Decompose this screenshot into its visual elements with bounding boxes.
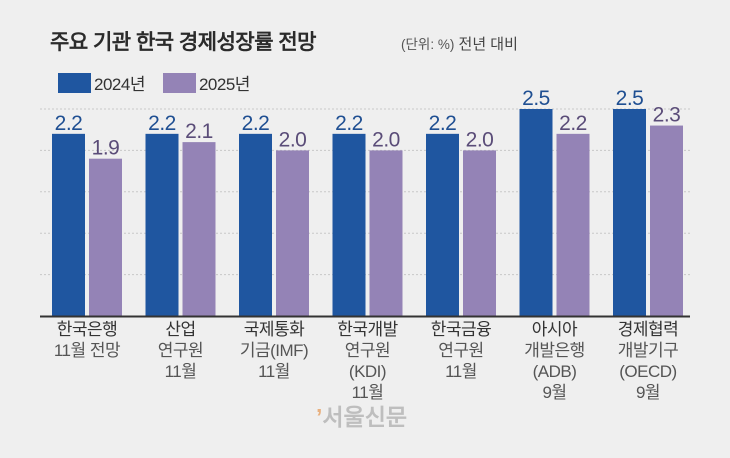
bar-2025-3 bbox=[369, 150, 403, 316]
value-label-2025-2: 2.0 bbox=[279, 128, 307, 151]
legend-swatch-2024 bbox=[58, 72, 91, 93]
x-tick-label-line: 9월 bbox=[635, 383, 661, 402]
value-label-2025-0: 1.9 bbox=[92, 137, 120, 160]
comparison-basis: 전년 대비 bbox=[458, 36, 518, 53]
value-label-2025-6: 2.3 bbox=[653, 104, 681, 127]
x-tick-label-line: 산업 bbox=[165, 320, 196, 339]
x-tick-label-line: (ADB) bbox=[532, 362, 577, 381]
bar-2025-0 bbox=[89, 158, 122, 316]
x-tick-label-line: 한국개발 bbox=[337, 320, 398, 339]
unit-note: (단위: %) 전년 대비 bbox=[401, 33, 518, 54]
legend-label-2025: 2025년 bbox=[198, 75, 250, 94]
x-tick-label-line: 11월 bbox=[258, 362, 290, 381]
x-tick-label-line: 9월 bbox=[542, 383, 567, 402]
value-label-2025-1: 2.1 bbox=[185, 120, 213, 143]
x-tick-label-line: 11월 bbox=[445, 362, 477, 381]
legend-item-2024: 2024년 bbox=[58, 70, 145, 95]
legend-item-2025: 2025년 bbox=[162, 70, 250, 95]
value-label-2024-0: 2.2 bbox=[55, 112, 83, 135]
x-tick-label-line: 연구원 bbox=[438, 341, 484, 360]
bar-2024-6 bbox=[613, 109, 646, 316]
legend: 2024년 2025년 bbox=[58, 70, 268, 95]
x-tick-label-line: 국제통화 bbox=[243, 320, 305, 339]
bar-2025-6 bbox=[650, 125, 683, 316]
x-tick-label-line: 경제협력 bbox=[617, 320, 679, 339]
x-tick-label-line: 연구원 bbox=[344, 341, 391, 360]
bar-2024-2 bbox=[239, 133, 272, 316]
bar-2024-1 bbox=[145, 133, 179, 316]
value-label-2024-1: 2.2 bbox=[148, 112, 176, 135]
legend-label-2024: 2024년 bbox=[94, 75, 145, 94]
x-tick-label-line: 11월 bbox=[351, 383, 384, 402]
x-tick-label-line: (KDI) bbox=[348, 362, 387, 381]
value-label-2024-5: 2.5 bbox=[522, 87, 550, 110]
value-label-2025-5: 2.2 bbox=[559, 112, 587, 135]
bar-2024-4 bbox=[426, 133, 459, 316]
chart-title: 주요 기관 한국 경제성장률 전망 bbox=[50, 31, 317, 54]
watermark-text: 서울신문 bbox=[322, 404, 408, 430]
value-label-2025-4: 2.0 bbox=[466, 128, 494, 151]
legend-swatch-2025 bbox=[162, 72, 196, 93]
watermark-mark: ’ bbox=[316, 404, 323, 430]
bar-2025-5 bbox=[556, 133, 590, 316]
value-label-2024-3: 2.2 bbox=[335, 112, 363, 135]
x-tick-label-line: 연구원 bbox=[157, 341, 204, 360]
x-tick-label-line: 11월 전망 bbox=[53, 341, 121, 360]
value-label-2025-3: 2.0 bbox=[372, 128, 400, 151]
x-tick-label-line: 한국은행 bbox=[56, 320, 118, 339]
x-tick-label-line: (OECD) bbox=[619, 362, 677, 381]
bar-2025-1 bbox=[182, 142, 216, 316]
x-tick-label-line: 아시아 bbox=[531, 320, 578, 339]
value-label-2024-6: 2.5 bbox=[616, 87, 644, 110]
bar-2025-4 bbox=[463, 150, 496, 316]
value-label-2024-2: 2.2 bbox=[242, 112, 270, 135]
x-tick-label-line: 개발은행 bbox=[524, 341, 585, 360]
x-tick-label-line: 기금(IMF) bbox=[239, 341, 309, 360]
unit-label: (단위: %) bbox=[401, 37, 455, 52]
bar-2025-2 bbox=[276, 150, 309, 316]
bar-2024-5 bbox=[519, 109, 553, 316]
x-tick-label-line: 11월 bbox=[164, 362, 197, 381]
bar-2024-3 bbox=[332, 133, 366, 316]
watermark-logo: ’서울신문 bbox=[316, 398, 407, 432]
x-tick-label-0: 한국은행 11월 전망 bbox=[41, 319, 133, 361]
x-tick-label-line: 한국금융 bbox=[430, 320, 492, 339]
bar-2024-0 bbox=[52, 133, 85, 316]
value-label-2024-4: 2.2 bbox=[429, 112, 457, 135]
x-tick-label-line: 개발기구 bbox=[617, 341, 679, 360]
